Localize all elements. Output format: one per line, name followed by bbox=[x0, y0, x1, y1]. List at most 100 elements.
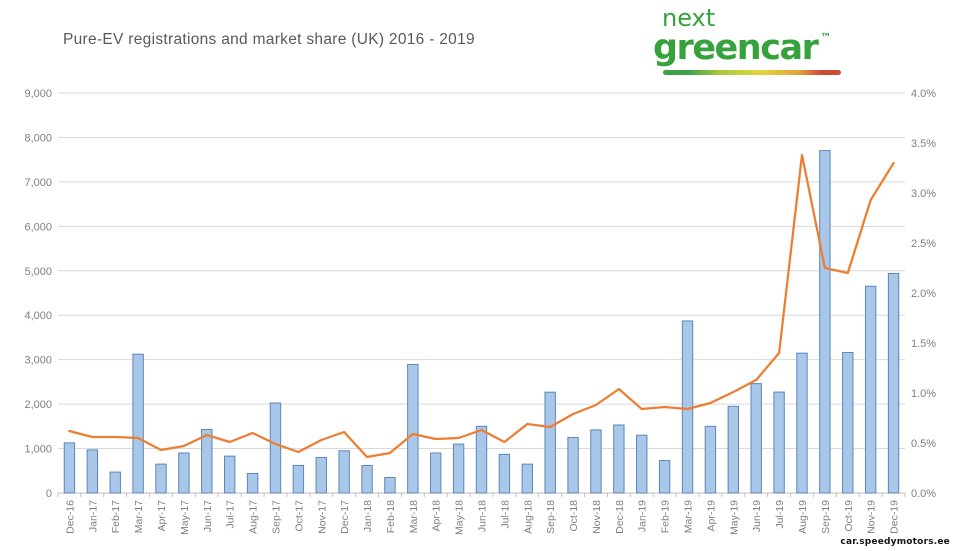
x-axis-label-aug-18: Aug-18 bbox=[522, 500, 534, 534]
x-axis-label-jun-19: Jun-19 bbox=[751, 500, 763, 532]
x-axis-label-nov-19: Nov-19 bbox=[866, 500, 878, 534]
bar-jan-17 bbox=[86, 449, 99, 494]
bar-nov-19 bbox=[864, 285, 877, 494]
x-axis-label-sep-19: Sep-19 bbox=[820, 500, 832, 534]
bar-feb-17 bbox=[109, 471, 121, 494]
right-axis-label: 1.0% bbox=[911, 388, 936, 400]
bar-nov-18 bbox=[590, 429, 602, 494]
bar-apr-17 bbox=[155, 463, 167, 494]
bar-jul-18 bbox=[498, 453, 511, 494]
logo-gradient-underline bbox=[663, 70, 841, 76]
x-axis-label-sep-17: Sep-17 bbox=[271, 500, 283, 534]
bar-may-18 bbox=[452, 443, 465, 494]
x-axis-label-may-19: May-19 bbox=[728, 500, 740, 535]
left-axis-label: 7,000 bbox=[24, 177, 52, 189]
bar-apr-19 bbox=[704, 425, 717, 494]
left-axis-label: 4,000 bbox=[24, 310, 52, 322]
x-axis-label-dec-17: Dec-17 bbox=[339, 500, 351, 534]
x-axis-label-jul-18: Jul-18 bbox=[499, 500, 511, 529]
x-axis-label-feb-17: Feb-17 bbox=[110, 500, 122, 533]
x-axis-label-apr-19: Apr-19 bbox=[705, 500, 717, 532]
x-axis-label-apr-18: Apr-18 bbox=[431, 500, 443, 532]
logo-greencar-text: greencar bbox=[653, 28, 819, 69]
x-axis-label-may-18: May-18 bbox=[454, 500, 466, 535]
right-axis-label: 0.5% bbox=[911, 438, 936, 450]
bar-dec-17 bbox=[338, 450, 350, 494]
bar-jun-18 bbox=[475, 425, 488, 494]
bar-dec-19 bbox=[887, 272, 900, 494]
x-axis-label-jan-17: Jan-17 bbox=[87, 500, 99, 532]
right-axis-label: 4.0% bbox=[911, 88, 936, 100]
right-axis-label: 3.0% bbox=[911, 188, 936, 200]
left-axis-label: 8,000 bbox=[24, 132, 52, 144]
bar-oct-19 bbox=[842, 351, 854, 494]
bar-jun-19 bbox=[750, 383, 762, 494]
bar-sep-18 bbox=[544, 391, 556, 494]
bar-mar-18 bbox=[407, 363, 419, 494]
bar-feb-19 bbox=[658, 460, 671, 494]
x-axis-label-oct-17: Oct-17 bbox=[293, 500, 305, 532]
bar-dec-18 bbox=[613, 424, 625, 494]
watermark: car.speedymotors.ee bbox=[840, 537, 950, 547]
x-axis-label-feb-18: Feb-18 bbox=[385, 500, 397, 533]
x-axis-label-aug-17: Aug-17 bbox=[248, 500, 260, 534]
x-axis-label-mar-18: Mar-18 bbox=[408, 500, 420, 533]
x-axis-label-nov-18: Nov-18 bbox=[591, 500, 603, 534]
x-axis-label-jul-19: Jul-19 bbox=[774, 500, 786, 529]
bar-may-19 bbox=[727, 405, 740, 494]
x-axis-label-dec-16: Dec-16 bbox=[64, 500, 76, 534]
x-axis-label-jan-19: Jan-19 bbox=[637, 500, 649, 532]
right-axis-label: 2.0% bbox=[911, 288, 936, 300]
bar-oct-17 bbox=[292, 464, 305, 494]
left-axis-label: 0 bbox=[46, 488, 52, 500]
bar-aug-19 bbox=[796, 352, 808, 494]
logo-greencar-row: greencar ™ bbox=[653, 31, 863, 66]
bar-oct-18 bbox=[567, 436, 579, 494]
x-axis-label-sep-18: Sep-18 bbox=[545, 500, 557, 534]
bar-jan-18 bbox=[361, 464, 373, 494]
x-axis-label-dec-19: Dec-19 bbox=[889, 500, 901, 534]
x-axis-label-nov-17: Nov-17 bbox=[316, 500, 328, 534]
logo-next-text: next bbox=[662, 4, 716, 32]
left-axis-label: 5,000 bbox=[24, 266, 52, 278]
market-share-line bbox=[68, 153, 895, 459]
x-axis-label-jun-18: Jun-18 bbox=[477, 500, 489, 532]
left-axis-label: 1,000 bbox=[24, 444, 52, 456]
right-axis-label: 0.0% bbox=[911, 488, 936, 500]
x-axis-label-aug-19: Aug-19 bbox=[797, 500, 809, 534]
x-axis-label-mar-17: Mar-17 bbox=[133, 500, 145, 533]
x-axis-label-oct-19: Oct-19 bbox=[843, 500, 855, 532]
right-axis-label: 3.5% bbox=[911, 138, 936, 150]
bar-may-17 bbox=[178, 452, 190, 494]
left-axis-label: 9,000 bbox=[24, 88, 52, 100]
x-axis-label-oct-18: Oct-18 bbox=[568, 500, 580, 532]
bar-apr-18 bbox=[430, 452, 442, 494]
x-axis-label-feb-19: Feb-19 bbox=[660, 500, 672, 533]
bar-sep-19 bbox=[819, 150, 831, 494]
logo-trademark: ™ bbox=[820, 31, 832, 45]
right-axis-label: 1.5% bbox=[911, 338, 936, 350]
bar-nov-17 bbox=[315, 456, 327, 494]
x-axis-label-apr-17: Apr-17 bbox=[156, 500, 168, 532]
bar-dec-16 bbox=[63, 442, 76, 494]
bar-jan-19 bbox=[636, 434, 648, 494]
left-axis-label: 3,000 bbox=[24, 355, 52, 367]
bar-mar-17 bbox=[132, 353, 144, 494]
bar-jul-19 bbox=[773, 391, 785, 494]
bar-aug-17 bbox=[246, 472, 259, 494]
x-axis-label-jun-17: Jun-17 bbox=[202, 500, 214, 532]
bar-aug-18 bbox=[521, 463, 533, 494]
x-axis-label-dec-18: Dec-18 bbox=[614, 500, 626, 534]
right-axis-label: 2.5% bbox=[911, 238, 936, 250]
bar-sep-17 bbox=[269, 402, 282, 494]
x-axis-label-jan-18: Jan-18 bbox=[362, 500, 374, 532]
bar-jul-17 bbox=[223, 455, 236, 494]
left-axis-label: 6,000 bbox=[24, 221, 52, 233]
bar-feb-18 bbox=[384, 476, 396, 494]
nextgreencar-logo: next greencar ™ bbox=[653, 4, 863, 76]
x-axis-label-mar-19: Mar-19 bbox=[683, 500, 695, 533]
left-axis-label: 2,000 bbox=[24, 399, 52, 411]
chart-title: Pure-EV registrations and market share (… bbox=[63, 31, 475, 48]
